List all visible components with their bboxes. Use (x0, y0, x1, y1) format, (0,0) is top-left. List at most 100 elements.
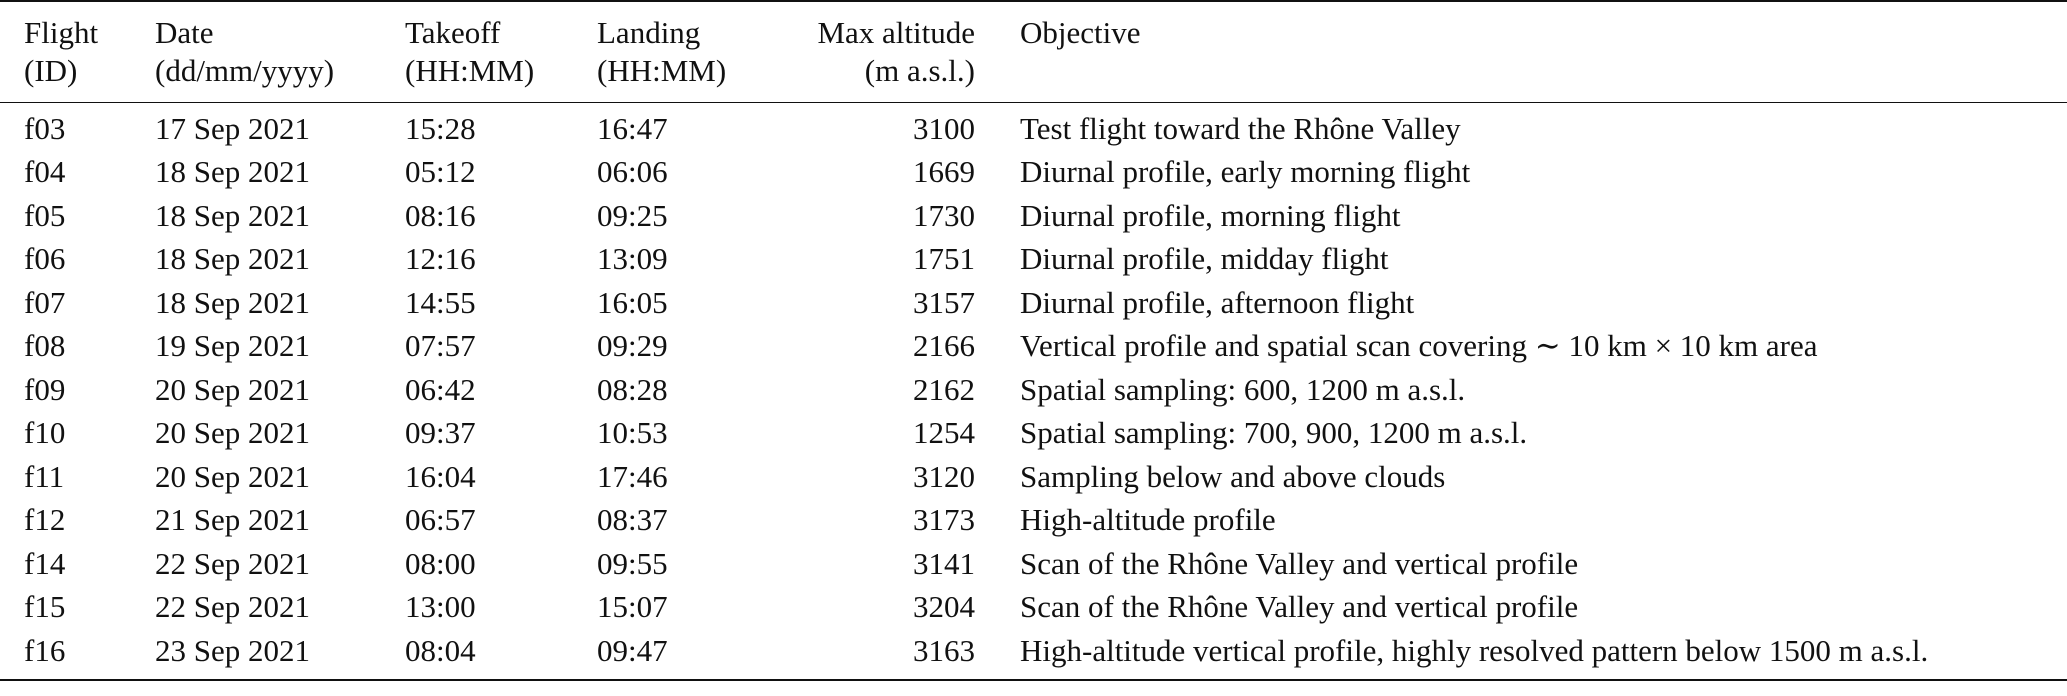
cell-objective: Diurnal profile, morning flight (1020, 197, 1401, 233)
cell-date: 21 Sep 2021 (155, 502, 310, 538)
flight-table: Flight (ID) Date (dd/mm/yyyy) Takeoff (H… (0, 0, 2067, 681)
cell-date: 22 Sep 2021 (155, 589, 310, 625)
table-row: f12 21 Sep 2021 06:57 08:37 3173 High-altitud… (0, 499, 2067, 543)
cell-max-altitude: 2166 (913, 328, 975, 364)
table-row: f04 18 Sep 2021 05:12 06:06 1669 Diurnal prof… (0, 151, 2067, 195)
cell-objective: Sampling below and above clouds (1020, 458, 1446, 494)
cell-max-altitude: 3163 (752, 629, 1020, 681)
table-row: f16 23 Sep 2021 08:04 09:47 3163 High-altitud… (0, 629, 2067, 681)
cell-max-altitude: 3100 (913, 110, 975, 146)
cell-takeoff: 06:42 (405, 371, 476, 407)
header-flight-id: Flight (ID) (0, 0, 155, 103)
table-row: f05 18 Sep 2021 08:16 09:25 1730 Diurnal prof… (0, 194, 2067, 238)
header-line2: (HH:MM) (405, 53, 535, 88)
cell-landing: 17:46 (597, 458, 668, 494)
cell-landing: 16:05 (597, 284, 668, 320)
cell-date: 19 Sep 2021 (155, 328, 310, 364)
table-row: f08 19 Sep 2021 07:57 09:29 2166 Vertical pro… (0, 325, 2067, 369)
cell-takeoff: 13:00 (405, 589, 476, 625)
cell-max-altitude: 1730 (913, 197, 975, 233)
cell-date: 22 Sep 2021 (155, 545, 310, 581)
header-line2: (dd/mm/yyyy) (155, 53, 335, 88)
cell-objective: Spatial sampling: 700, 900, 1200 m a.s.l… (1020, 415, 1528, 451)
cell-flight-id: f04 (24, 154, 66, 190)
cell-takeoff: 15:28 (405, 110, 476, 146)
cell-max-altitude: 3120 (913, 458, 975, 494)
table-header: Flight (ID) Date (dd/mm/yyyy) Takeoff (H… (0, 0, 2067, 103)
table-row: f11 20 Sep 2021 16:04 17:46 3120 Sampling bel… (0, 455, 2067, 499)
cell-max-altitude: 3141 (913, 545, 975, 581)
cell-landing: 09:47 (597, 629, 752, 681)
cell-flight-id: f12 (24, 502, 66, 538)
cell-max-altitude: 3173 (913, 502, 975, 538)
cell-landing: 10:53 (597, 415, 668, 451)
cell-flight-id: f15 (24, 589, 66, 625)
table-body: f03 17 Sep 2021 15:28 16:47 3100 Test flight … (0, 103, 2067, 681)
cell-flight-id: f14 (24, 545, 66, 581)
cell-takeoff: 08:00 (405, 545, 476, 581)
cell-takeoff: 12:16 (405, 241, 476, 277)
cell-landing: 09:55 (597, 545, 668, 581)
table-row: f15 22 Sep 2021 13:00 15:07 3204 Scan of the … (0, 586, 2067, 630)
cell-date: 20 Sep 2021 (155, 458, 310, 494)
cell-landing: 06:06 (597, 154, 668, 190)
table-row: f06 18 Sep 2021 12:16 13:09 1751 Diurnal prof… (0, 238, 2067, 282)
cell-takeoff: 07:57 (405, 328, 476, 364)
header-line1: Objective (1020, 15, 1141, 50)
header-line1: Takeoff (405, 15, 501, 50)
cell-max-altitude: 2162 (913, 371, 975, 407)
header-line1: Landing (597, 15, 701, 50)
header-takeoff: Takeoff (HH:MM) (405, 0, 597, 103)
cell-flight-id: f06 (24, 241, 66, 277)
cell-flight-id: f08 (24, 328, 66, 364)
cell-date: 18 Sep 2021 (155, 197, 310, 233)
header-line2: (HH:MM) (597, 53, 727, 88)
cell-flight-id: f11 (24, 458, 65, 494)
cell-flight-id: f10 (24, 415, 66, 451)
cell-max-altitude: 3157 (913, 284, 975, 320)
table-row: f14 22 Sep 2021 08:00 09:55 3141 Scan of the … (0, 542, 2067, 586)
header-row: Flight (ID) Date (dd/mm/yyyy) Takeoff (H… (0, 0, 2067, 103)
cell-date: 20 Sep 2021 (155, 415, 310, 451)
cell-objective: Scan of the Rhône Valley and vertical pr… (1020, 545, 1579, 581)
table-row: f10 20 Sep 2021 09:37 10:53 1254 Spatial samp… (0, 412, 2067, 456)
cell-takeoff: 08:04 (405, 629, 597, 681)
header-line1: Flight (24, 15, 99, 50)
cell-takeoff: 05:12 (405, 154, 476, 190)
header-line1: Max altitude (817, 15, 975, 50)
cell-takeoff: 09:37 (405, 415, 476, 451)
table-row: f03 17 Sep 2021 15:28 16:47 3100 Test flight … (0, 103, 2067, 151)
cell-objective: Diurnal profile, midday flight (1020, 241, 1389, 277)
header-landing: Landing (HH:MM) (597, 0, 752, 103)
cell-max-altitude: 3204 (913, 589, 975, 625)
cell-landing: 08:28 (597, 371, 668, 407)
cell-flight-id: f03 (24, 110, 66, 146)
cell-landing: 09:25 (597, 197, 668, 233)
cell-date: 18 Sep 2021 (155, 241, 310, 277)
cell-max-altitude: 1669 (913, 154, 975, 190)
cell-objective: Test flight toward the Rhône Valley (1020, 110, 1461, 146)
cell-date: 23 Sep 2021 (155, 629, 405, 681)
cell-objective: Diurnal profile, afternoon flight (1020, 284, 1415, 320)
header-line2: (ID) (24, 53, 78, 88)
cell-landing: 16:47 (597, 110, 668, 146)
cell-objective: Vertical profile and spatial scan coveri… (1020, 328, 1818, 364)
cell-max-altitude: 1254 (913, 415, 975, 451)
cell-objective: High-altitude vertical profile, highly r… (1020, 629, 2067, 681)
cell-takeoff: 16:04 (405, 458, 476, 494)
cell-takeoff: 08:16 (405, 197, 476, 233)
cell-date: 18 Sep 2021 (155, 154, 310, 190)
cell-date: 20 Sep 2021 (155, 371, 310, 407)
cell-landing: 15:07 (597, 589, 668, 625)
cell-objective: High-altitude profile (1020, 502, 1276, 538)
header-date: Date (dd/mm/yyyy) (155, 0, 405, 103)
header-objective: Objective (1020, 0, 2067, 103)
cell-flight-id: f05 (24, 197, 66, 233)
cell-flight-id: f09 (24, 371, 66, 407)
header-line2: (m a.s.l.) (864, 53, 975, 88)
table-row: f09 20 Sep 2021 06:42 08:28 2162 Spatial samp… (0, 368, 2067, 412)
cell-landing: 08:37 (597, 502, 668, 538)
cell-flight-id: f07 (24, 284, 66, 320)
cell-flight-id: f16 (0, 629, 155, 681)
